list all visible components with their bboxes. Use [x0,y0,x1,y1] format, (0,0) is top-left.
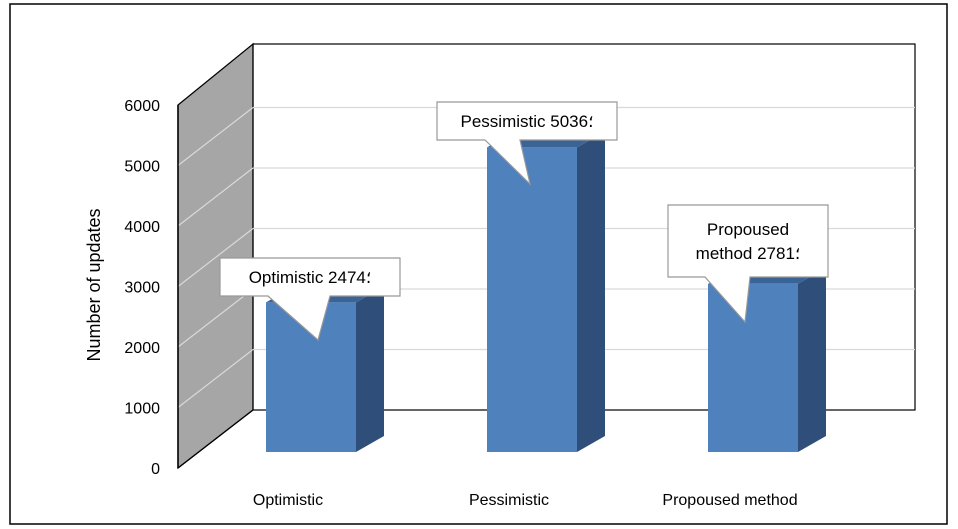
data-label-callouts: Optimistic ؛2474 Pessimistic ؛5036 Propous… [219,101,829,342]
y-tick-label: 1000 [124,401,160,418]
gridline-side [177,349,254,408]
y-axis-label: Number of updates [84,208,104,361]
callout-shape [219,257,401,342]
y-tick-label: 2000 [124,340,160,357]
gridline-side [177,288,254,348]
bar-side [356,286,384,452]
data-label: Optimistic ؛2474 [249,268,372,287]
callout-shape [436,101,618,186]
bar-side [577,131,605,452]
data-label: Pessimistic ؛5036 [461,112,594,131]
y-tick-label: 0 [151,461,160,478]
callout-2: Propoused method ؛2781 [667,204,829,324]
y-tick-label: 3000 [124,280,160,297]
x-axis-categories: Optimistic Pessimistic Propoused method [253,492,798,509]
x-category-label: Optimistic [253,492,323,509]
floor-edge [177,409,254,469]
callout-shape [667,204,829,324]
x-category-label: Pessimistic [469,492,549,509]
bar-front [487,147,577,452]
side-wall [177,42,254,470]
gridline-side [177,107,254,166]
bar-1 [487,131,605,452]
y-tick-label: 4000 [124,219,160,236]
y-axis-ticks: 0 1000 2000 3000 4000 5000 6000 [124,98,179,478]
bar-side [798,267,826,452]
data-label: Propoused [707,220,789,239]
x-category-label: Propoused method [662,492,797,509]
callout-1: Pessimistic ؛5036 [436,101,618,186]
gridline-side [177,167,254,227]
bar-front [708,283,798,452]
callout-0: Optimistic ؛2474 [219,257,401,342]
data-label: method ؛2781 [696,244,801,263]
gridline-side [177,228,254,287]
y-tick-label: 6000 [124,98,160,115]
chart-walls [177,42,916,470]
y-tick-label: 5000 [124,159,160,176]
